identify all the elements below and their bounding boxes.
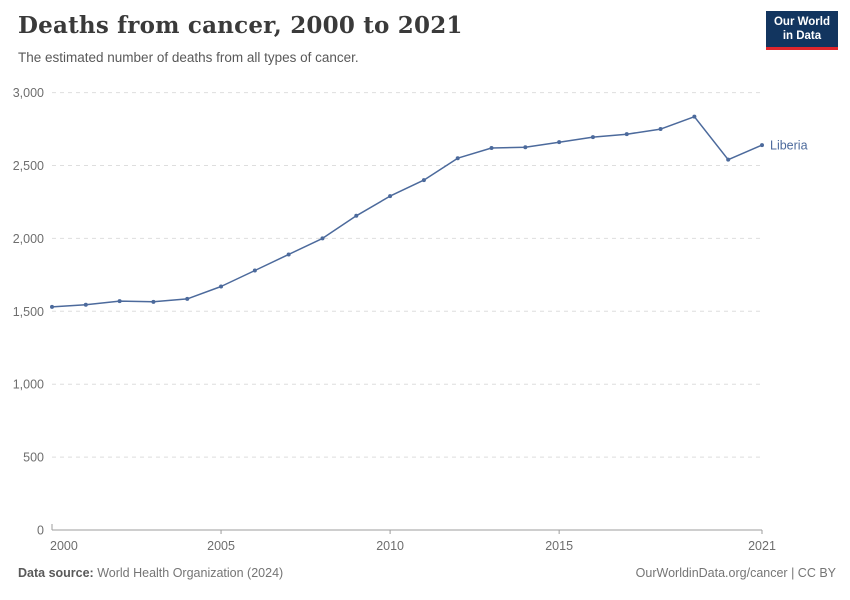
data-point[interactable] [624, 132, 629, 137]
chart-subtitle: The estimated number of deaths from all … [18, 50, 359, 65]
footer-license: CC BY [797, 566, 836, 580]
y-tick-label: 0 [37, 524, 44, 538]
line-chart: 0 500 1,000 1,500 2,000 2,500 3,000 2000 2005 201… [13, 86, 808, 553]
data-point[interactable] [117, 299, 122, 304]
data-point[interactable] [388, 194, 393, 199]
x-tick-label: 2010 [376, 539, 404, 553]
owid-logo[interactable]: Our World in Data [765, 11, 838, 50]
y-tick-label: 3,000 [13, 86, 44, 100]
chart-title: Deaths from cancer, 2000 to 2021 [18, 12, 463, 39]
data-point[interactable] [557, 140, 562, 145]
data-source-value: World Health Organization (2024) [93, 566, 284, 580]
data-point[interactable] [760, 143, 764, 148]
y-tick-label: 2,500 [13, 159, 44, 173]
data-point[interactable] [320, 236, 325, 241]
owid-logo-line2: in Data [782, 29, 822, 42]
y-tick-label: 2,000 [13, 232, 44, 246]
x-tick-label: 2005 [207, 539, 235, 553]
x-tick-label: 2021 [748, 539, 776, 553]
data-source: Data source: World Health Organization (… [18, 566, 283, 580]
data-point[interactable] [185, 296, 190, 301]
footer-attribution[interactable]: OurWorldinData.org/cancer | CC BY [636, 566, 836, 580]
footer-url[interactable]: OurWorldinData.org/cancer [635, 566, 788, 580]
x-tick-label: 2015 [545, 539, 573, 553]
data-point[interactable] [50, 304, 54, 309]
data-point[interactable] [354, 213, 359, 218]
data-point[interactable] [489, 146, 494, 151]
series-label-liberia[interactable]: Liberia [770, 139, 808, 153]
data-point[interactable] [658, 127, 663, 132]
data-source-label: Data source: [18, 566, 94, 580]
y-tick-label: 500 [23, 451, 44, 465]
y-tick-label: 1,500 [13, 305, 44, 319]
data-point[interactable] [252, 268, 257, 273]
y-tick-label: 1,000 [13, 378, 44, 392]
data-point[interactable] [83, 302, 88, 307]
data-point[interactable] [455, 156, 460, 161]
x-tick-label: 2000 [50, 539, 78, 553]
owid-logo-line1: Our World [773, 16, 830, 28]
footer-separator: | [787, 566, 798, 580]
data-point[interactable] [286, 252, 291, 257]
data-point[interactable] [590, 135, 595, 140]
data-point[interactable] [219, 284, 224, 289]
chart-footer: Data source: World Health Organization (… [18, 566, 836, 580]
data-point[interactable] [151, 299, 156, 304]
data-point[interactable] [726, 157, 731, 162]
series-line-liberia[interactable] [51, 115, 763, 308]
data-point[interactable] [523, 145, 528, 150]
data-point[interactable] [692, 114, 697, 119]
data-point[interactable] [421, 178, 426, 183]
